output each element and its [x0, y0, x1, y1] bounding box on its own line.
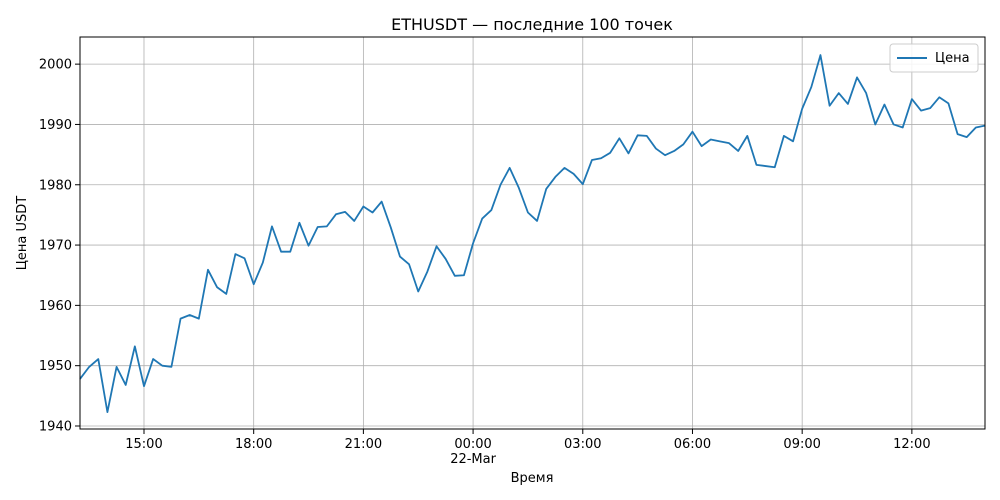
y-tick-label: 1970 — [39, 239, 72, 254]
y-axis: 1940 1950 1960 1970 1980 1990 2000 — [39, 58, 80, 434]
x-tick-label: 15:00 — [125, 437, 162, 452]
x-tick-label: 00:00 — [454, 437, 491, 452]
x-tick-label: 03:00 — [564, 437, 601, 452]
y-tick-label: 1950 — [39, 359, 72, 374]
series-layer — [79, 54, 986, 414]
x-tick-label: 12:00 — [893, 437, 930, 452]
y-tick-label: 1960 — [39, 299, 72, 314]
chart-title: ETHUSDT — последние 100 точек — [391, 15, 673, 34]
plot-frame — [79, 36, 986, 430]
grid-lines — [80, 37, 985, 429]
x-tick-sublabel: 22-Mar — [450, 452, 496, 467]
x-tick-label: 06:00 — [674, 437, 711, 452]
y-axis-title: Цена USDT — [15, 196, 30, 270]
x-tick-label: 18:00 — [235, 437, 272, 452]
legend-label: Цена — [935, 51, 970, 66]
y-tick-label: 1980 — [39, 178, 72, 193]
legend: Цена — [889, 43, 979, 73]
x-axis-title: Время — [511, 471, 554, 486]
y-tick-label: 2000 — [39, 58, 72, 73]
y-tick-label: 1940 — [39, 419, 72, 434]
series-line-0 — [79, 54, 986, 414]
y-tick-label: 1990 — [39, 118, 72, 133]
legend-box — [889, 43, 979, 73]
x-tick-label: 09:00 — [783, 437, 820, 452]
x-tick-label: 21:00 — [345, 437, 382, 452]
